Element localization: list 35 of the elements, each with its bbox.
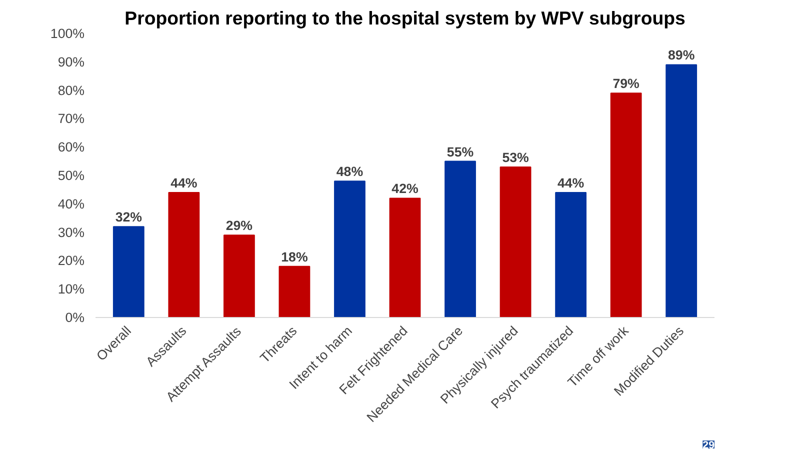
text: 29 bbox=[702, 440, 715, 452]
data-label: 29% bbox=[226, 218, 253, 234]
y-tick-label: 20% bbox=[58, 253, 85, 268]
data-label: 42% bbox=[392, 181, 418, 196]
bar bbox=[389, 198, 421, 318]
y-tick-label: 70% bbox=[58, 111, 85, 126]
y-tick-label: 40% bbox=[58, 196, 85, 212]
data-label: 55% bbox=[446, 144, 474, 160]
y-tick-label: 60% bbox=[58, 140, 85, 155]
bar bbox=[224, 234, 255, 318]
data-label: 48% bbox=[336, 164, 364, 180]
y-tick-label: 0% bbox=[65, 310, 85, 325]
data-label: 32% bbox=[115, 210, 142, 225]
y-tick-label: 100% bbox=[50, 26, 85, 41]
data-label: 89% bbox=[668, 48, 695, 63]
data-label: 44% bbox=[170, 176, 198, 191]
y-tick-label: 30% bbox=[58, 224, 85, 240]
bar bbox=[444, 160, 476, 318]
bar bbox=[666, 64, 698, 318]
data-label: 53% bbox=[502, 150, 530, 165]
bar bbox=[168, 192, 200, 318]
y-tick-label: 90% bbox=[58, 54, 85, 70]
y-tick-label: 50% bbox=[58, 168, 85, 183]
y-tick-label: 80% bbox=[58, 82, 85, 98]
bar bbox=[278, 266, 310, 318]
data-label: 18% bbox=[281, 249, 308, 264]
bar bbox=[555, 192, 586, 318]
bar bbox=[500, 166, 532, 318]
bar bbox=[112, 226, 144, 318]
data-label: 44% bbox=[557, 176, 584, 191]
chart-title: Proportion reporting to the hospital system by WPV subgroups bbox=[124, 8, 686, 28]
y-tick-label: 10% bbox=[58, 282, 85, 297]
bar bbox=[334, 180, 366, 318]
data-label: 79% bbox=[612, 76, 640, 92]
bar bbox=[610, 92, 642, 318]
